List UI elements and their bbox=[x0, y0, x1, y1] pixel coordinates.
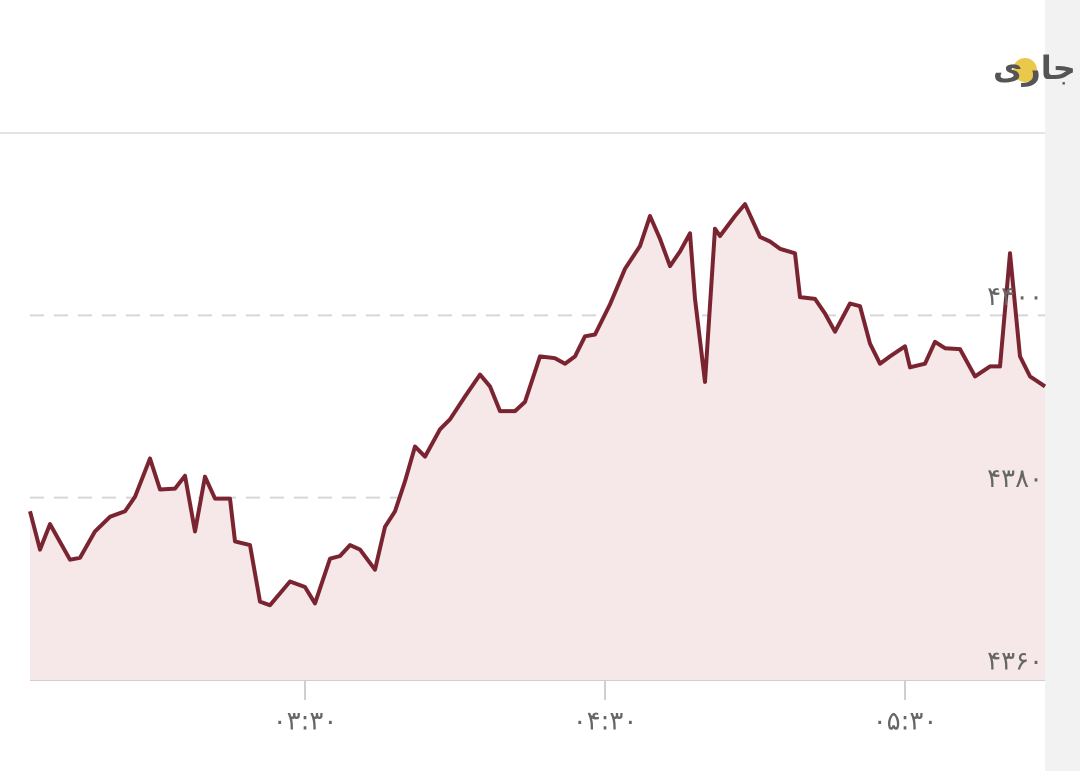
line bbox=[28, 202, 1047, 608]
x-tick-label: ۰۵:۳۰ bbox=[873, 707, 938, 737]
x-tick-label: ۰۴:۳۰ bbox=[573, 707, 638, 737]
y-tick-label: ۴۳۸۰ bbox=[987, 464, 1043, 494]
chart-title: نوسانات انس طلا در روز جاری bbox=[993, 49, 1080, 87]
area-fill bbox=[30, 204, 1045, 680]
title-dot bbox=[1013, 58, 1037, 82]
x-tick-label: ۰۳:۳۰ bbox=[273, 707, 338, 737]
y-tick-label: ۴۴۰۰ bbox=[987, 282, 1043, 312]
y-tick-label: ۴۳۶۰ bbox=[987, 647, 1043, 677]
